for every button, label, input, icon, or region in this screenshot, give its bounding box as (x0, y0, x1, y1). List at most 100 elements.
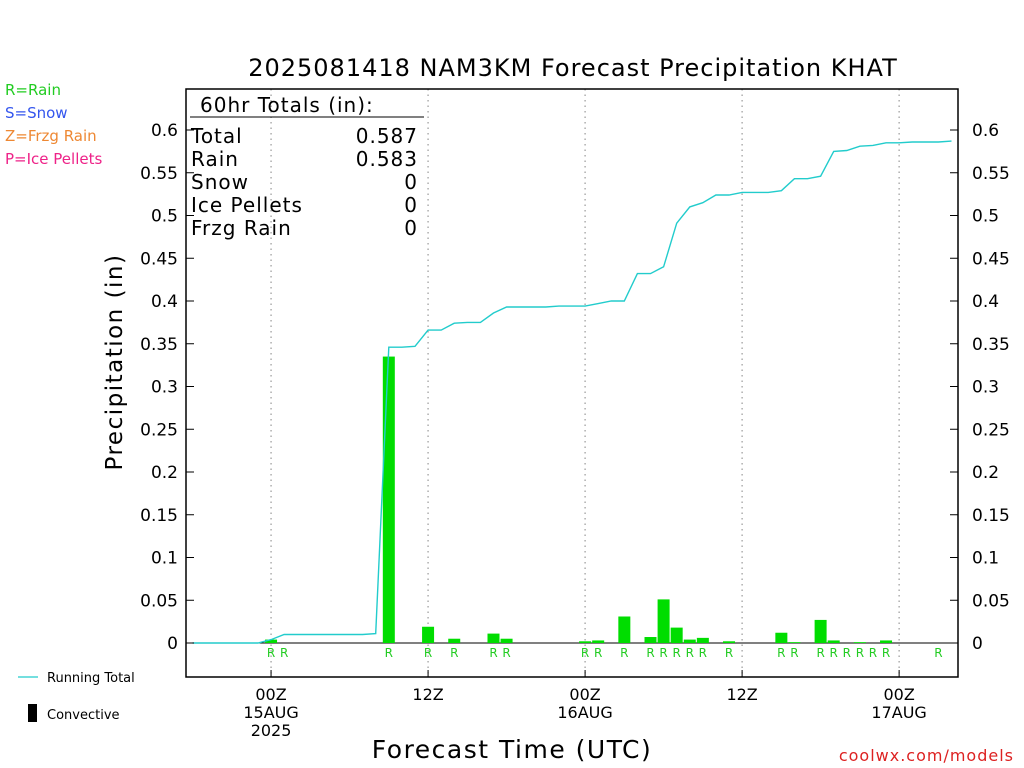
convective-bar (448, 638, 461, 643)
ptype-marker: R (489, 646, 497, 660)
y-tick-label-left: 0.55 (140, 164, 178, 184)
ptype-marker: R (659, 646, 667, 660)
legend-frzg-rain: Z=Frzg Rain (5, 127, 97, 145)
convective-bar (644, 637, 657, 643)
running-total-polyline (192, 140, 952, 644)
totals-label-frzg-rain: Frzg Rain (191, 216, 292, 240)
y-tick-label-right: 0.25 (972, 420, 1010, 440)
ptype-marker: R (882, 646, 890, 660)
plot-frame (185, 88, 959, 678)
legend-snow: S=Snow (5, 104, 68, 122)
convective-bar (814, 619, 827, 643)
y-tick-label-right: 0.1 (972, 549, 999, 569)
convective-bar (853, 642, 866, 643)
convective-bar (683, 639, 696, 643)
y-tick-label-right: 0.35 (972, 335, 1010, 355)
convective-bar (788, 642, 801, 643)
totals-label-rain: Rain (191, 147, 239, 171)
y-tick-label-left: 0.05 (140, 591, 178, 611)
x-tick-label: 2025 (251, 721, 292, 740)
ptype-marker: R (934, 646, 942, 660)
ptype-marker: R (699, 646, 707, 660)
convective-bar (696, 637, 709, 643)
ptype-marker: R (686, 646, 694, 660)
convective-bar (500, 638, 513, 643)
convective-legend-swatch (28, 704, 37, 722)
y-tick-label-left: 0.25 (140, 420, 178, 440)
totals-label-total: Total (190, 124, 243, 148)
ptype-marker: R (280, 646, 288, 660)
totals-value-rain: 0.583 (356, 147, 418, 171)
y-tick-label-right: 0.15 (972, 506, 1010, 526)
y-tick-label-right: 0.45 (972, 249, 1010, 269)
credit-text: coolwx.com/models (839, 746, 1014, 765)
convective-bar (723, 641, 736, 643)
running-total-legend-label: Running Total (47, 671, 135, 686)
totals-value-ice-pellets: 0 (404, 193, 418, 217)
ptype-marker: R (673, 646, 681, 660)
y-tick-label-left: 0.3 (151, 378, 178, 398)
y-ticks-right: 0 0.05 0.1 0.15 0.2 0.25 0.3 0.35 0.4 0.45 0.5 0.55… (950, 121, 1010, 654)
y-tick-label-left: 0 (167, 634, 178, 654)
y-tick-label-left: 0.5 (151, 207, 178, 227)
y-tick-label-right: 0.6 (972, 121, 999, 141)
convective-bar (657, 599, 670, 643)
totals-label-snow: Snow (191, 170, 249, 194)
y-tick-label-left: 0.1 (151, 549, 178, 569)
y-tick-label-right: 0 (972, 634, 983, 654)
x-axis-title: Forecast Time (UTC) (372, 735, 652, 764)
y-tick-label-right: 0.05 (972, 591, 1010, 611)
y-ticks-left: 0 0.05 0.1 0.15 0.2 0.25 0.3 0.35 0.4 0.45 0.5 0.55… (140, 121, 194, 654)
y-tick-label-right: 0.55 (972, 164, 1010, 184)
totals-value-frzg-rain: 0 (404, 216, 418, 240)
x-tick-label: 15AUG (243, 703, 298, 722)
x-tick-label: 12Z (726, 685, 757, 704)
y-axis-title: Precipitation (in) (102, 254, 128, 471)
ptype-marker: R (856, 646, 864, 660)
ptype-marker: R (385, 646, 393, 660)
x-tick-label: 17AUG (871, 703, 926, 722)
ptype-marker: R (502, 646, 510, 660)
convective-bar (880, 640, 893, 643)
ptype-marker: R (450, 646, 458, 660)
ptype-marker: R (646, 646, 654, 660)
convective-bar (579, 641, 592, 643)
y-tick-label-right: 0.4 (972, 292, 999, 312)
ptype-marker: R (816, 646, 824, 660)
ptype-marker: R (424, 646, 432, 660)
ptype-marker: R (777, 646, 785, 660)
ptype-marker: R (830, 646, 838, 660)
y-tick-label-left: 0.45 (140, 249, 178, 269)
chart-title: 2025081418 NAM3KM Forecast Precipitation… (248, 54, 898, 82)
totals-heading: 60hr Totals (in): (200, 93, 374, 117)
y-tick-label-right: 0.2 (972, 463, 999, 483)
ptype-marker: R (843, 646, 851, 660)
totals-label-ice-pellets: Ice Pellets (191, 193, 303, 217)
y-tick-label-right: 0.3 (972, 378, 999, 398)
legend-ice-pellets: P=Ice Pellets (5, 150, 102, 168)
convective-bar (592, 640, 605, 643)
ptype-marker: R (267, 646, 275, 660)
running-total-line (192, 140, 952, 644)
x-tick-label: 12Z (412, 685, 443, 704)
convective-bar (382, 356, 395, 643)
y-tick-label-left: 0.2 (151, 463, 178, 483)
x-tick-label: 00Z (569, 685, 600, 704)
x-tick-label: 00Z (883, 685, 914, 704)
ptype-marker: R (581, 646, 589, 660)
convective-bar (827, 640, 840, 643)
ptype-marker: R (620, 646, 628, 660)
x-tick-label: 16AUG (557, 703, 612, 722)
ptype-marker: R (869, 646, 877, 660)
ptype-marker: R (594, 646, 602, 660)
legend-rain: R=Rain (5, 81, 61, 99)
convective-bar (618, 616, 631, 643)
ptype-marker: R (790, 646, 798, 660)
totals-value-snow: 0 (404, 170, 418, 194)
y-tick-label-left: 0.6 (151, 121, 178, 141)
x-tick-label: 00Z (255, 685, 286, 704)
y-tick-label-left: 0.4 (151, 292, 178, 312)
